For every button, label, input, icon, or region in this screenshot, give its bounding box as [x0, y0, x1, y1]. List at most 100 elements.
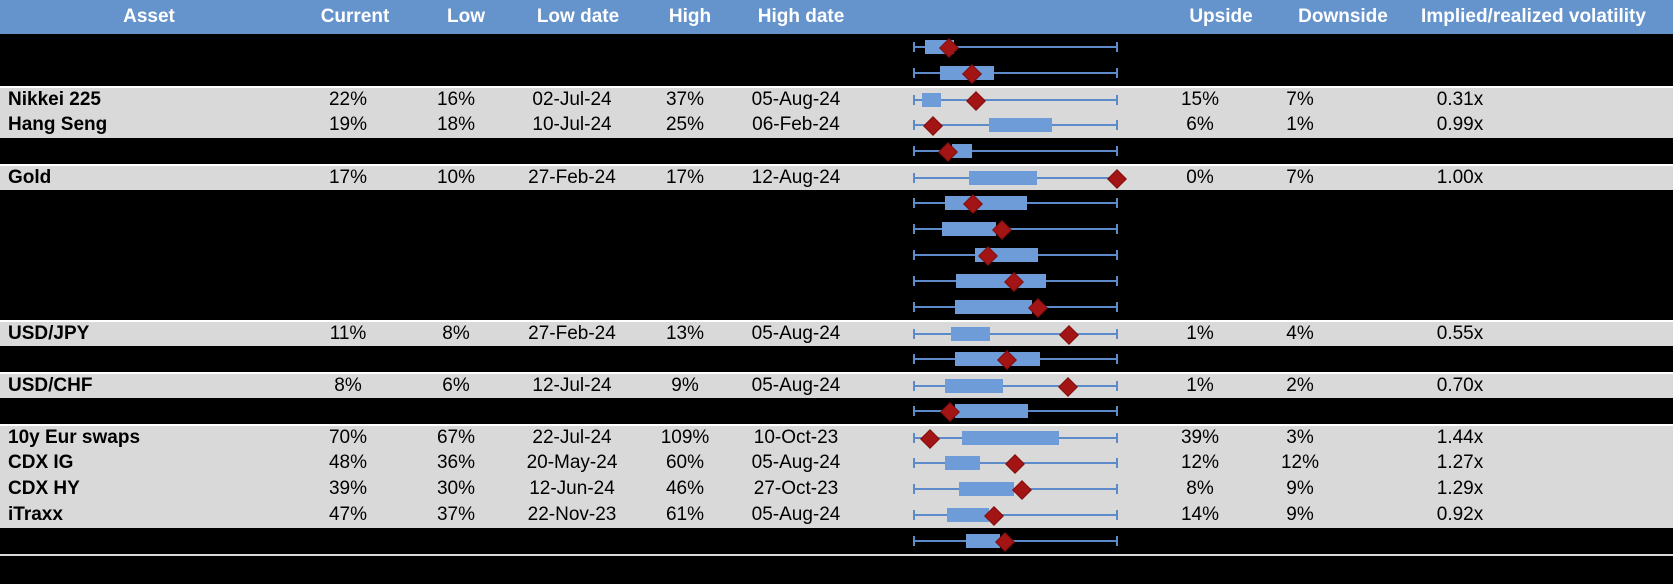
table-row	[0, 346, 1673, 372]
cell-low: 8%	[442, 323, 470, 344]
cell-asset: iTraxx	[8, 504, 63, 525]
whisker-left-cap-icon	[913, 381, 915, 391]
range-whisker-line	[913, 333, 1118, 335]
range-box	[958, 482, 1014, 496]
whisker-left-cap-icon	[913, 224, 915, 234]
range-box	[961, 431, 1059, 445]
range-plot	[862, 138, 1158, 164]
cell-downside: 3%	[1286, 427, 1314, 448]
cell-asset: CDX HY	[8, 478, 80, 499]
range-whisker-line	[913, 514, 1118, 516]
table-row: USD/JPY 11% 8% 27-Feb-24 13% 05-Aug-24 1…	[0, 320, 1673, 346]
cell-low-date: 22-Jul-24	[532, 427, 612, 448]
whisker-right-cap-icon	[1116, 146, 1118, 156]
cell-implied-realized-volatility: 0.99x	[1436, 114, 1484, 135]
cell-current: 22%	[328, 89, 368, 110]
whisker-right-cap-icon	[1116, 433, 1118, 443]
cell-low: 37%	[436, 504, 476, 525]
column-header-low: Low	[447, 6, 485, 27]
range-plot	[862, 321, 1158, 347]
cell-current: 48%	[328, 452, 368, 473]
whisker-right-cap-icon	[1116, 354, 1118, 364]
table-row	[0, 268, 1673, 294]
cell-current: 39%	[328, 478, 368, 499]
cell-high: 13%	[665, 323, 705, 344]
range-box	[956, 274, 1047, 288]
column-header-low-date: Low date	[536, 6, 620, 27]
cell-upside: 8%	[1186, 478, 1214, 499]
whisker-right-cap-icon	[1116, 95, 1118, 105]
range-plot	[862, 528, 1158, 554]
cell-implied-realized-volatility: 0.55x	[1436, 323, 1484, 344]
footer-spacer	[0, 556, 1673, 584]
range-box	[955, 300, 1032, 314]
cell-high: 17%	[665, 167, 705, 188]
cell-low: 16%	[436, 89, 476, 110]
range-box	[966, 534, 1001, 548]
whisker-left-cap-icon	[913, 68, 915, 78]
whisker-right-cap-icon	[1116, 536, 1118, 546]
cell-high-date: 05-Aug-24	[751, 89, 841, 110]
range-whisker-line	[913, 72, 1118, 74]
range-plot	[862, 60, 1158, 86]
range-plot-track	[913, 112, 1118, 138]
whisker-right-cap-icon	[1116, 42, 1118, 52]
cell-asset: USD/CHF	[8, 375, 93, 396]
cell-high: 25%	[665, 114, 705, 135]
cell-low: 67%	[436, 427, 476, 448]
cell-asset: Gold	[8, 167, 52, 188]
cell-low-date: 27-Feb-24	[528, 323, 616, 344]
range-plot-track	[913, 450, 1118, 476]
cell-current: 19%	[328, 114, 368, 135]
cell-downside: 7%	[1286, 167, 1314, 188]
current-value-diamond-icon	[919, 429, 940, 449]
cell-asset: CDX IG	[8, 452, 74, 473]
cell-implied-realized-volatility: 0.92x	[1436, 504, 1484, 525]
range-box	[947, 508, 989, 522]
range-plot	[862, 87, 1158, 113]
cell-asset: USD/JPY	[8, 323, 90, 344]
range-plot-track	[913, 346, 1118, 372]
range-plot	[862, 398, 1158, 424]
table-row: CDX IG 48% 36% 20-May-24 60% 05-Aug-24 1…	[0, 450, 1673, 476]
cell-implied-realized-volatility: 0.31x	[1436, 89, 1484, 110]
whisker-right-cap-icon	[1116, 302, 1118, 312]
whisker-right-cap-icon	[1116, 484, 1118, 494]
range-whisker-line	[913, 385, 1118, 387]
cell-low-date: 02-Jul-24	[532, 89, 612, 110]
range-plot-track	[913, 165, 1127, 191]
range-plot-track	[913, 476, 1118, 502]
table-row	[0, 398, 1673, 424]
whisker-right-cap-icon	[1116, 198, 1118, 208]
range-plot	[862, 346, 1158, 372]
current-value-diamond-icon	[923, 116, 943, 136]
whisker-left-cap-icon	[913, 536, 915, 546]
cell-asset: Nikkei 225	[8, 89, 101, 110]
range-plot-track	[913, 34, 1118, 60]
whisker-left-cap-icon	[913, 173, 915, 183]
cell-downside: 12%	[1280, 452, 1320, 473]
column-header-current: Current	[320, 6, 390, 27]
cell-low: 30%	[436, 478, 476, 499]
cell-upside: 12%	[1180, 452, 1220, 473]
range-plot-track	[913, 528, 1118, 554]
cell-upside: 6%	[1186, 114, 1214, 135]
range-box	[922, 93, 942, 107]
cell-downside: 9%	[1286, 504, 1314, 525]
cell-downside: 9%	[1286, 478, 1314, 499]
cell-downside: 1%	[1286, 114, 1314, 135]
current-value-diamond-icon	[1057, 377, 1078, 397]
cell-upside: 39%	[1180, 427, 1220, 448]
current-value-diamond-icon	[1058, 325, 1079, 345]
cell-low-date: 12-Jun-24	[529, 478, 615, 499]
cell-high-date: 05-Aug-24	[751, 452, 841, 473]
range-plot	[862, 268, 1158, 294]
table-header-row: Asset Current Low Low date High High dat…	[0, 0, 1673, 34]
range-box	[945, 379, 1004, 393]
range-whisker-line	[913, 228, 1118, 230]
cell-low-date: 22-Nov-23	[527, 504, 617, 525]
whisker-right-cap-icon	[1116, 224, 1118, 234]
cell-downside: 4%	[1286, 323, 1314, 344]
range-plot-track	[913, 190, 1118, 216]
table-row	[0, 138, 1673, 164]
